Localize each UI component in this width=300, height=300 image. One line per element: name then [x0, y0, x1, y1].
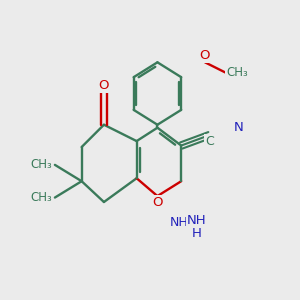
Text: C: C — [205, 135, 214, 148]
Text: NH₂: NH₂ — [169, 216, 193, 229]
Text: O: O — [99, 79, 109, 92]
Text: H: H — [192, 227, 202, 240]
Text: CH₃: CH₃ — [226, 66, 248, 79]
Text: N: N — [233, 121, 243, 134]
Text: O: O — [200, 49, 210, 62]
Text: NH: NH — [187, 214, 206, 227]
Text: CH₃: CH₃ — [31, 158, 52, 171]
Text: O: O — [152, 196, 163, 209]
Text: CH₃: CH₃ — [31, 191, 52, 204]
